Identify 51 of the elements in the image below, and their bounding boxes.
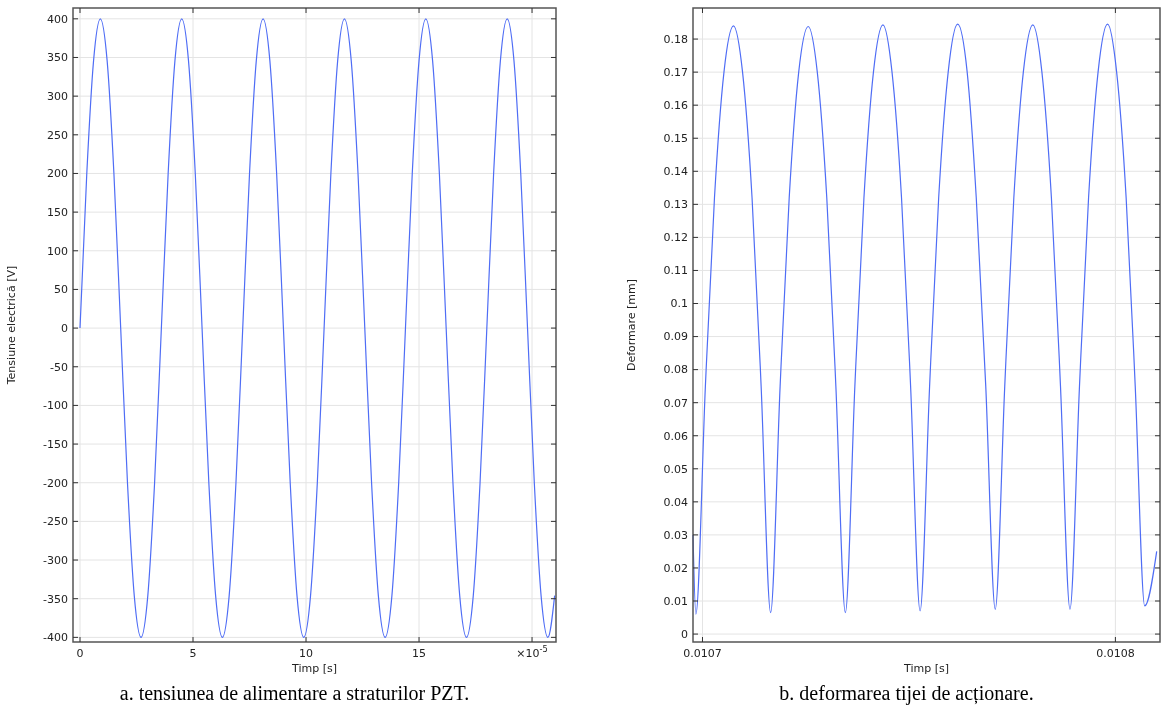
text: b. deformarea tijei de acționare. (779, 682, 1034, 705)
x-tick-label: ×10$^{-5}$ (516, 644, 548, 660)
y-tick-label: 0.13 (663, 198, 688, 212)
y-tick-label: 250 (47, 128, 68, 142)
y-tick-label: -100 (43, 399, 68, 413)
x-axis-title: Timp [s] (291, 662, 337, 675)
x-tick-label: 0.0108 (1096, 647, 1135, 660)
y-tick-label: -150 (43, 437, 68, 451)
y-tick-label: 350 (47, 51, 68, 65)
line-series (692, 23, 1158, 615)
y-tick-label: 300 (47, 89, 68, 103)
y-tick-label: 400 (47, 12, 68, 26)
x-tick-label: 0.0107 (683, 647, 722, 660)
y-tick-label: 100 (47, 244, 68, 258)
y-tick-label: -50 (50, 360, 68, 374)
text: a. tensiunea de alimentare a straturilor PZT. (119, 682, 470, 704)
y-tick-label: 150 (47, 205, 68, 219)
y-tick-label: 0.05 (663, 462, 688, 476)
y-tick-label: 0.14 (663, 165, 688, 179)
y-tick-label: 0.01 (663, 594, 688, 608)
y-tick-label: 200 (47, 167, 68, 181)
y-tick-label: -200 (43, 476, 68, 490)
y-tick-label: 0 (681, 627, 688, 641)
line-series (79, 18, 556, 638)
y-tick-label: 0.11 (663, 264, 688, 278)
y-tick-label: 0.12 (663, 231, 688, 245)
x-tick-label: 5 (189, 647, 197, 660)
y-tick-label: 0.02 (663, 561, 688, 575)
x-axis-title: Timp [s] (903, 662, 949, 675)
y-tick-label: -350 (43, 592, 68, 606)
y-tick-label: 0.17 (663, 65, 688, 79)
y-tick-label: -300 (43, 553, 68, 567)
y-tick-label: -250 (43, 515, 68, 529)
y-tick-label: 0.16 (663, 99, 688, 113)
y-tick-label: 0 (61, 321, 68, 335)
y-tick-label: 0.07 (663, 396, 688, 410)
y-axis-title: Tensiune electrică [V] (5, 265, 18, 386)
y-tick-label: 0.1 (670, 297, 688, 311)
y-tick-label: 0.15 (663, 132, 688, 146)
y-tick-label: 0.18 (663, 32, 688, 46)
y-tick-label: 0.03 (663, 528, 688, 542)
y-tick-label: 0.04 (663, 495, 688, 509)
y-tick-label: 0.08 (663, 363, 688, 377)
y-tick-label: 0.06 (663, 429, 688, 443)
x-tick-label: 0 (76, 647, 84, 660)
y-tick-label: 0.09 (663, 330, 688, 344)
y-axis-title: Deformare [mm] (625, 278, 638, 372)
y-tick-label: -400 (43, 631, 68, 645)
x-tick-label: 15 (412, 647, 427, 660)
x-tick-label: 10 (299, 647, 314, 660)
y-tick-label: 50 (54, 283, 68, 297)
